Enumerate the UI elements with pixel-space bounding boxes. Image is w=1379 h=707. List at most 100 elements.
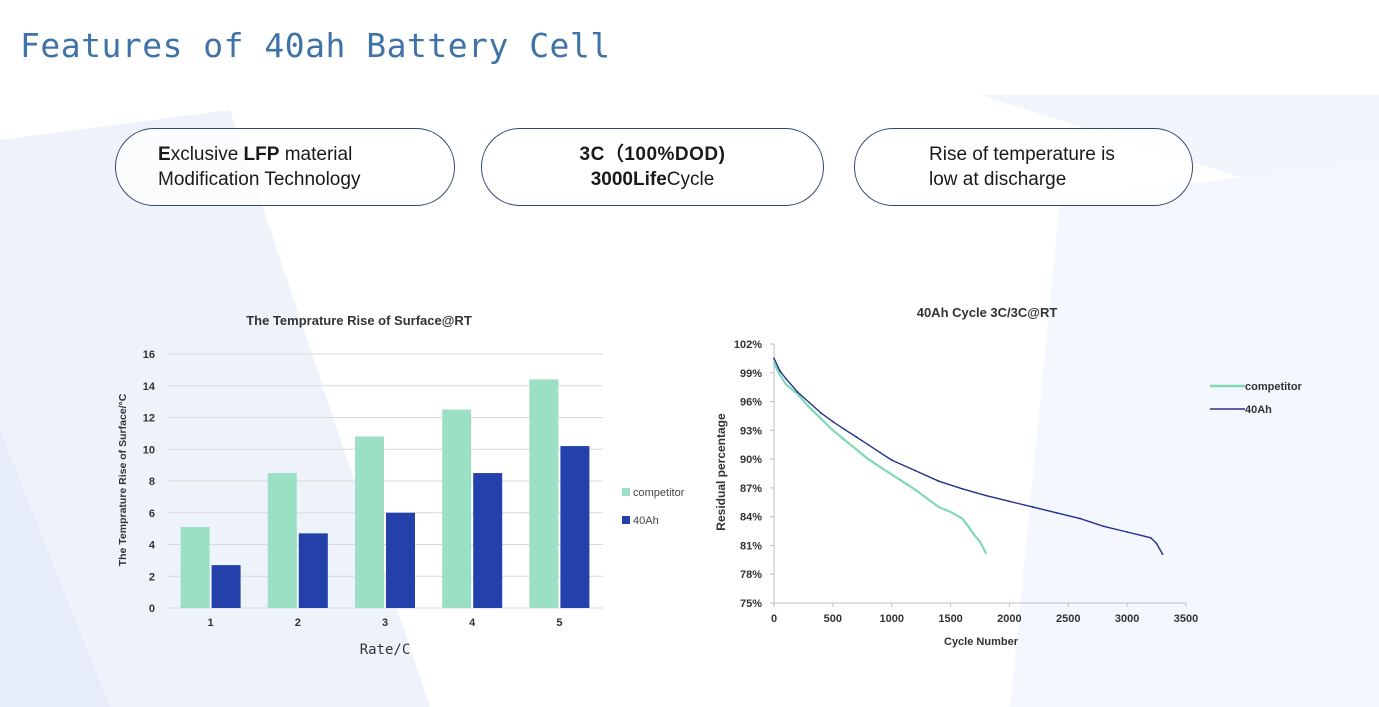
line-point-competitor [843,439,846,441]
line-point-40ah [796,391,799,393]
line-point-40ah [855,436,858,438]
line-point-40ah [937,480,940,483]
legend-swatch-competitor [622,488,630,496]
line-point-40ah [914,469,917,472]
line-point-40ah [820,412,822,414]
feature-temp-line1: Rise of temperature is [929,144,1115,165]
line-point-40ah [867,443,870,446]
bar-xtick-label: 3 [382,617,388,629]
bar-ytick-label: 14 [143,381,156,393]
line-point-40ah [890,459,893,461]
line-point-competitor [808,406,811,409]
line-ytick-label: 90% [740,454,762,466]
bar-ytick-label: 16 [143,349,155,361]
line-ytick-label: 87% [740,483,762,495]
line-point-40ah [1032,506,1034,508]
line-point-competitor [902,481,905,484]
bar-chart-title: The Temprature Rise of Surface@RT [246,313,472,328]
line-point-40ah [1079,517,1081,520]
line-point-competitor [890,473,893,476]
bar-40ah-3 [386,512,415,608]
legend-line-label-40ah: 40Ah [1245,404,1272,416]
line-point-competitor [979,540,981,543]
line-point-competitor [855,448,858,451]
feature-lfp-line1: Exclusive LFP material [158,144,353,165]
line-point-40ah [1126,531,1129,533]
line-xtick-label: 2500 [1056,613,1080,625]
legend-label-40ah: 40Ah [633,515,659,527]
line-point-competitor [784,383,787,386]
line-point-40ah [984,494,987,497]
bar-chart-ylabel: The Temprature Rise of Surface/°C [117,393,129,566]
line-xtick-label: 1000 [879,613,903,625]
bar-ytick-label: 2 [149,571,155,583]
line-point-competitor [926,497,928,500]
feature-lfp-line2: Modification Technology [158,169,361,190]
line-point-competitor [820,417,822,420]
feature-pill-cycle-life: 3C（100%DOD) 3000LifeCycle [481,128,824,206]
line-point-40ah [784,377,787,380]
line-xtick-label: 3500 [1174,613,1198,625]
bar-ytick-label: 12 [143,413,155,425]
line-ytick-label: 78% [740,569,762,581]
bar-ytick-label: 4 [149,540,156,552]
line-point-40ah [1102,525,1105,528]
line-point-40ah [843,428,846,431]
bar-40ah-1 [211,565,241,608]
line-point-40ah [778,369,781,372]
legend-label-competitor: competitor [633,487,685,499]
line-point-40ah [879,451,881,454]
feature-cycle-line1: 3C（100%DOD) [579,144,726,165]
line-point-40ah [773,357,775,360]
line-point-competitor [778,373,781,376]
line-xtick-label: 500 [824,613,842,625]
bar-40ah-5 [560,446,590,608]
line-ytick-label: 81% [740,540,762,552]
line-point-competitor [831,429,834,432]
line-ytick-label: 75% [740,598,762,610]
line-point-40ah [1055,511,1058,514]
line-ytick-label: 93% [740,425,762,437]
line-point-40ah [1149,536,1152,539]
bar-xtick-label: 5 [556,617,562,629]
line-point-40ah [1008,500,1011,503]
bar-xtick-label: 1 [208,617,214,629]
line-series-competitor [773,362,987,554]
line-chart-xlabel: Cycle Number [944,636,1019,648]
bar-ytick-label: 10 [143,444,155,456]
line-point-40ah [1161,553,1164,555]
line-point-40ah [1155,542,1158,545]
bar-competitor-4 [442,409,472,608]
line-point-competitor [973,533,976,536]
cycle-life-line-chart: 40Ah Cycle 3C/3C@RT 0 500 1000 1500 2000 2500… [714,305,1303,648]
line-ytick-label: 99% [740,368,762,380]
bar-competitor-1 [180,527,210,608]
bar-ytick-label: 0 [149,603,155,615]
page-title: Features of 40ah Battery Cell [20,26,611,65]
bar-chart-xlabel: Rate/C [360,642,411,658]
feature-pill-lfp: Exclusive LFP material Modification Tech… [115,128,455,206]
bar-40ah-2 [298,533,328,608]
line-point-competitor [961,517,964,520]
legend-swatch-40ah [622,516,630,524]
line-point-competitor [914,488,917,491]
line-point-competitor [796,392,799,395]
line-point-competitor [867,458,870,461]
line-xtick-label: 0 [771,613,777,625]
line-chart-title: 40Ah Cycle 3C/3C@RT [917,305,1058,320]
bar-competitor-5 [529,379,559,608]
line-point-competitor [984,552,987,555]
line-point-40ah [961,487,964,490]
line-ytick-label: 96% [740,397,762,409]
line-point-40ah [831,420,834,423]
line-point-competitor [949,510,952,513]
line-xtick-label: 3000 [1115,613,1139,625]
bar-xtick-label: 2 [295,617,301,629]
bar-ytick-label: 8 [149,476,155,488]
bar-xtick-label: 4 [469,617,476,629]
bar-competitor-2 [267,473,297,608]
feature-pill-temperature: Rise of temperature is low at discharge [854,128,1193,206]
line-point-competitor [937,506,940,508]
feature-temp-line2: low at discharge [929,169,1067,190]
